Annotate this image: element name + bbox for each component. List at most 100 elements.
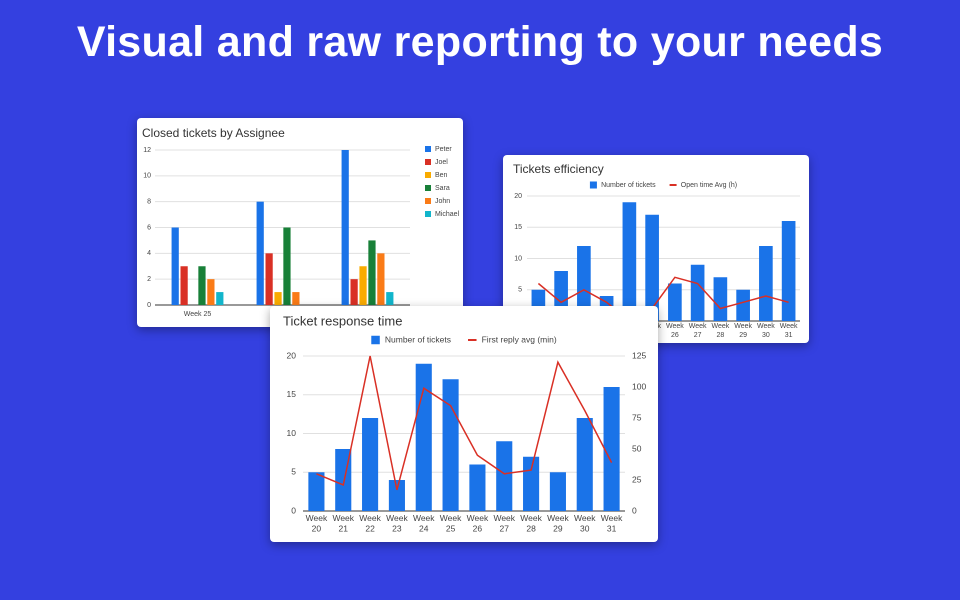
bar xyxy=(350,279,358,305)
legend-swatch xyxy=(589,181,597,189)
bar xyxy=(576,418,593,511)
bar xyxy=(377,253,385,305)
bar xyxy=(523,456,540,511)
y2-tick-label: 125 xyxy=(632,350,646,360)
legend-swatch xyxy=(425,146,431,152)
y-tick-label: 4 xyxy=(147,250,151,257)
y-tick-label: 15 xyxy=(514,224,522,231)
y-tick-label: 6 xyxy=(147,224,151,231)
legend-label: First reply avg (min) xyxy=(482,334,557,344)
bar xyxy=(198,266,206,305)
x-tick-label: Week 30 xyxy=(757,323,775,339)
bar xyxy=(622,202,637,321)
chart-title: Tickets efficiency xyxy=(513,162,604,176)
y-tick-label: 20 xyxy=(287,350,297,360)
y2-tick-label: 75 xyxy=(632,412,642,422)
bar xyxy=(781,221,796,321)
y2-tick-label: 25 xyxy=(632,474,642,484)
x-tick-label: Week 31 xyxy=(780,323,798,339)
y-tick-label: 8 xyxy=(147,199,151,206)
x-tick-label: Week 29 xyxy=(734,323,752,339)
bar xyxy=(577,246,591,321)
bar xyxy=(442,379,459,511)
x-tick-label: Week 30 xyxy=(574,513,596,534)
legend-label: John xyxy=(435,198,450,205)
legend-swatch xyxy=(425,198,431,204)
bar xyxy=(645,214,659,321)
bar xyxy=(341,150,349,305)
bar xyxy=(359,266,367,305)
bar xyxy=(549,472,566,511)
legend-label: Michael xyxy=(435,211,460,218)
bar xyxy=(283,227,291,305)
y2-tick-label: 100 xyxy=(632,381,646,391)
legend-label: Sara xyxy=(435,185,450,192)
bar xyxy=(759,246,773,321)
y2-tick-label: 50 xyxy=(632,443,642,453)
bar xyxy=(171,227,179,305)
y-tick-label: 10 xyxy=(514,255,522,262)
y-tick-label: 10 xyxy=(143,173,151,180)
chart: Ticket response time 0 5 10 15 20 0 25 50 75 100 12… xyxy=(283,313,646,534)
bar xyxy=(736,289,750,321)
bar xyxy=(292,292,300,305)
x-tick-label: Week 27 xyxy=(689,323,707,339)
legend-label: Number of tickets xyxy=(385,334,451,344)
y-tick-label: 0 xyxy=(291,505,296,515)
bar xyxy=(496,441,513,511)
y-tick-label: 2 xyxy=(147,276,151,283)
line xyxy=(316,355,613,491)
chart-card: Closed tickets by Assignee 0 2 4 6 8 10 12 Week … xyxy=(137,118,463,327)
x-tick-label: Week 26 xyxy=(467,513,489,534)
bar xyxy=(713,277,728,321)
chart: Closed tickets by Assignee 0 2 4 6 8 10 12 Week … xyxy=(142,126,460,318)
bar xyxy=(386,292,394,305)
chart-title: Ticket response time xyxy=(283,313,402,328)
bar xyxy=(362,418,379,511)
bar xyxy=(207,279,215,305)
y-tick-label: 5 xyxy=(518,287,522,294)
x-tick-label: Week 31 xyxy=(601,513,623,534)
legend-label: Joel xyxy=(435,159,448,166)
legend-label: Number of tickets xyxy=(601,182,656,189)
bar xyxy=(256,201,264,305)
x-tick-label: Week 27 xyxy=(493,513,515,534)
y-tick-label: 20 xyxy=(514,193,522,200)
bar xyxy=(180,266,188,305)
y-tick-label: 15 xyxy=(287,389,297,399)
legend-swatch xyxy=(425,211,431,217)
bar xyxy=(388,480,405,511)
legend-swatch xyxy=(425,172,431,178)
legend-label: Peter xyxy=(435,146,452,153)
bar xyxy=(603,387,620,511)
bar xyxy=(368,240,376,305)
bar xyxy=(690,264,705,321)
bar xyxy=(274,292,282,305)
y2-tick-label: 0 xyxy=(632,505,637,515)
y-tick-label: 10 xyxy=(287,428,297,438)
chart-card: Ticket response time 0 5 10 15 20 0 25 50 75 100 12… xyxy=(270,306,658,542)
x-tick-label: Week 29 xyxy=(547,513,569,534)
headline: Visual and raw reporting to your needs xyxy=(76,18,884,66)
legend-label: Open time Avg (h) xyxy=(681,182,737,189)
y-tick-label: 12 xyxy=(143,147,151,154)
bar xyxy=(668,283,682,321)
legend-swatch xyxy=(425,159,431,165)
x-tick-label: Week 28 xyxy=(711,323,729,339)
y-tick-label: 5 xyxy=(291,467,296,477)
chart-title: Closed tickets by Assignee xyxy=(142,126,285,140)
bar xyxy=(415,363,432,511)
legend-label: Ben xyxy=(435,172,448,179)
bar xyxy=(308,472,325,511)
bar xyxy=(216,292,224,305)
bar xyxy=(265,253,273,305)
x-tick-label: Week 28 xyxy=(520,513,542,534)
bar xyxy=(469,464,486,511)
